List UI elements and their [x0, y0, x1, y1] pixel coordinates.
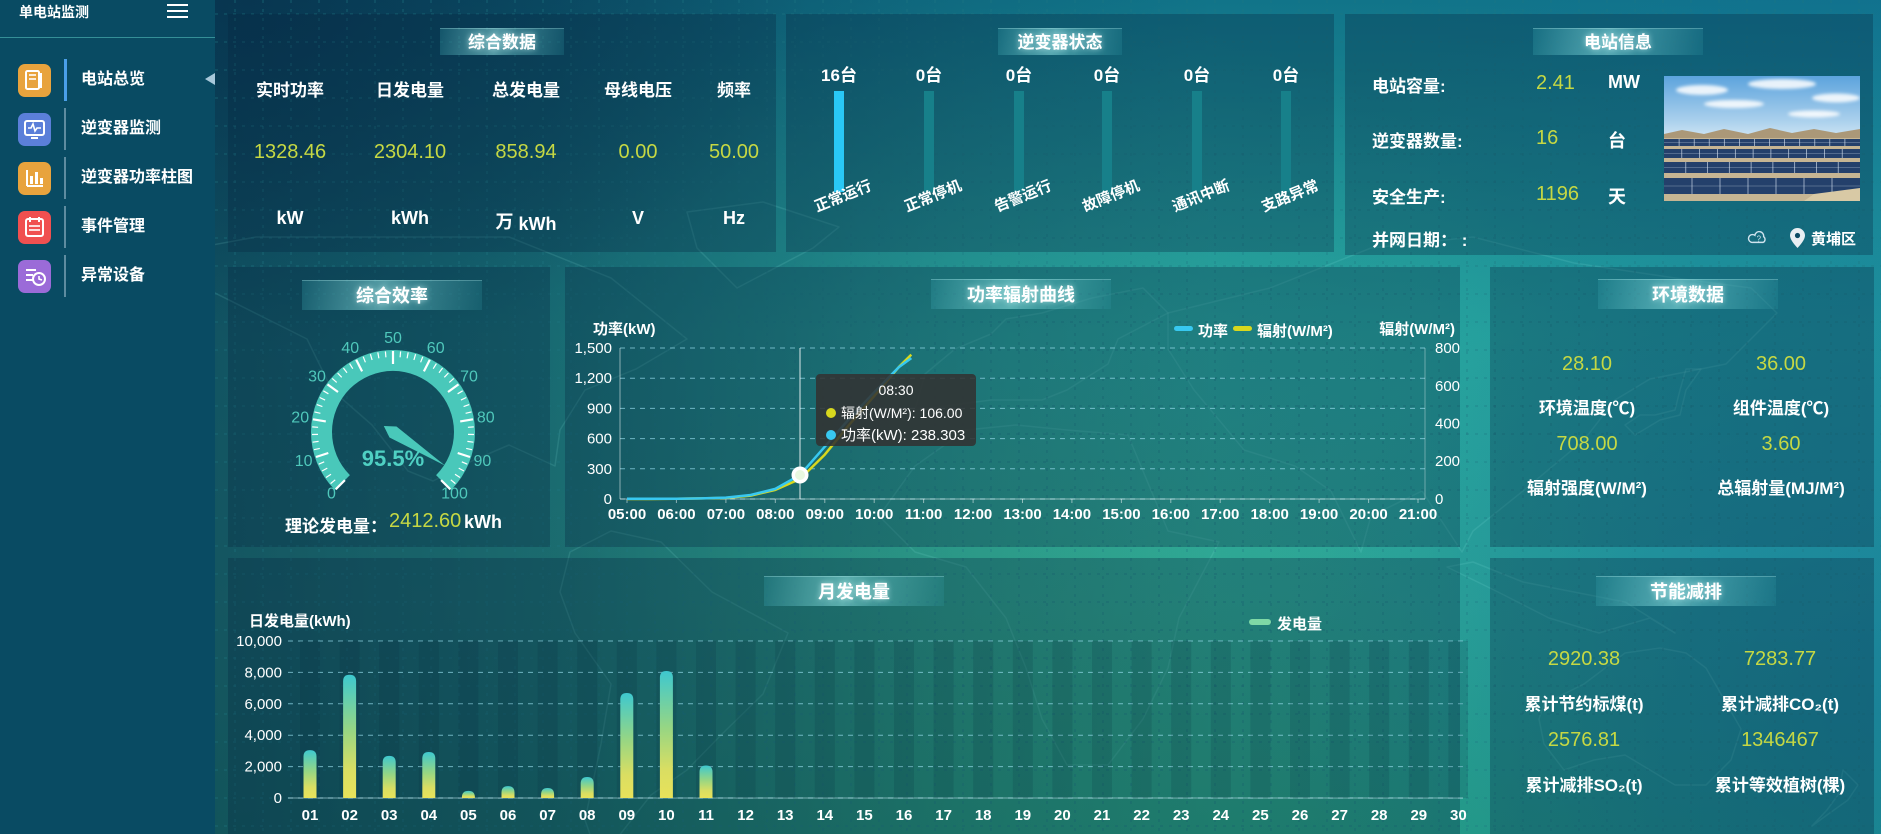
- svg-text:17: 17: [935, 807, 952, 824]
- svg-text:26: 26: [1292, 807, 1309, 824]
- svg-text:08:00: 08:00: [756, 506, 794, 523]
- svg-text:功率(kW): 238.303: 功率(kW): 238.303: [841, 427, 965, 444]
- svg-text:14: 14: [816, 807, 833, 824]
- svg-text:功率: 功率: [1198, 322, 1228, 340]
- svg-text:12:00: 12:00: [954, 506, 992, 523]
- svg-text:12: 12: [737, 807, 754, 824]
- svg-text:70: 70: [460, 369, 478, 386]
- svg-text:06: 06: [500, 807, 517, 824]
- svg-text:04: 04: [420, 807, 437, 824]
- svg-text:400: 400: [1435, 416, 1460, 433]
- svg-text:18:00: 18:00: [1251, 506, 1289, 523]
- svg-text:功率(kW): 功率(kW): [593, 320, 656, 338]
- svg-text:30: 30: [308, 369, 326, 386]
- svg-text:40: 40: [341, 340, 359, 357]
- svg-text:23: 23: [1173, 807, 1190, 824]
- svg-text:0: 0: [327, 486, 336, 503]
- svg-text:日发电量(kWh): 日发电量(kWh): [249, 612, 351, 630]
- svg-text:01: 01: [302, 807, 319, 824]
- svg-text:24: 24: [1212, 807, 1229, 824]
- svg-text:300: 300: [587, 461, 612, 478]
- svg-text:16:00: 16:00: [1152, 506, 1190, 523]
- svg-text:18: 18: [975, 807, 992, 824]
- svg-text:21:00: 21:00: [1399, 506, 1437, 523]
- svg-text:19: 19: [1014, 807, 1031, 824]
- svg-text:06:00: 06:00: [657, 506, 695, 523]
- svg-text:100: 100: [441, 486, 468, 503]
- svg-text:6,000: 6,000: [244, 696, 282, 713]
- svg-text:20:00: 20:00: [1349, 506, 1387, 523]
- svg-text:28: 28: [1371, 807, 1388, 824]
- svg-text:60: 60: [427, 340, 445, 357]
- svg-text:21: 21: [1094, 807, 1111, 824]
- svg-text:27: 27: [1331, 807, 1348, 824]
- svg-text:08: 08: [579, 807, 596, 824]
- svg-text:07: 07: [539, 807, 556, 824]
- svg-text:05: 05: [460, 807, 477, 824]
- svg-text:20: 20: [1054, 807, 1071, 824]
- svg-text:09:00: 09:00: [806, 506, 844, 523]
- svg-text:50: 50: [384, 330, 402, 347]
- svg-text:10:00: 10:00: [855, 506, 893, 523]
- svg-text:11: 11: [698, 807, 714, 824]
- svg-text:1,200: 1,200: [574, 370, 612, 387]
- svg-text:8,000: 8,000: [244, 664, 282, 681]
- svg-text:发电量: 发电量: [1277, 615, 1322, 633]
- svg-text:08:30: 08:30: [878, 382, 913, 398]
- svg-text:17:00: 17:00: [1201, 506, 1239, 523]
- svg-text:25: 25: [1252, 807, 1269, 824]
- svg-text:600: 600: [587, 431, 612, 448]
- svg-text:02: 02: [341, 807, 358, 824]
- svg-text:4,000: 4,000: [244, 727, 282, 744]
- svg-text:09: 09: [618, 807, 635, 824]
- svg-text:14:00: 14:00: [1053, 506, 1091, 523]
- svg-text:15: 15: [856, 807, 873, 824]
- svg-text:10: 10: [295, 453, 313, 470]
- svg-text:600: 600: [1435, 378, 1460, 395]
- svg-text:1,500: 1,500: [574, 340, 612, 357]
- svg-text:0: 0: [604, 491, 612, 508]
- svg-text:2,000: 2,000: [244, 759, 282, 776]
- svg-text:15:00: 15:00: [1102, 506, 1140, 523]
- svg-text:05:00: 05:00: [608, 506, 646, 523]
- svg-text:0: 0: [274, 790, 282, 807]
- svg-text:900: 900: [587, 400, 612, 417]
- svg-text:19:00: 19:00: [1300, 506, 1338, 523]
- svg-text:0: 0: [1435, 491, 1443, 508]
- svg-text:20: 20: [291, 409, 309, 426]
- svg-text:辐射(W/M²): 辐射(W/M²): [1379, 320, 1455, 338]
- svg-text:95.5%: 95.5%: [362, 446, 424, 471]
- svg-text:10,000: 10,000: [236, 633, 282, 650]
- svg-text:29: 29: [1410, 807, 1427, 824]
- svg-text:200: 200: [1435, 453, 1460, 470]
- svg-text:?: ?: [1757, 235, 1762, 244]
- svg-text:13:00: 13:00: [1003, 506, 1041, 523]
- svg-text:11:00: 11:00: [905, 506, 943, 523]
- svg-text:10: 10: [658, 807, 675, 824]
- svg-text:30: 30: [1450, 807, 1467, 824]
- svg-text:80: 80: [477, 409, 495, 426]
- svg-text:90: 90: [474, 453, 492, 470]
- svg-text:800: 800: [1435, 340, 1460, 357]
- svg-text:13: 13: [777, 807, 794, 824]
- svg-text:07:00: 07:00: [707, 506, 745, 523]
- svg-text:03: 03: [381, 807, 398, 824]
- svg-text:辐射(W/M²): 辐射(W/M²): [1257, 322, 1333, 340]
- svg-text:辐射(W/M²): 106.00: 辐射(W/M²): 106.00: [841, 405, 963, 421]
- svg-text:22: 22: [1133, 807, 1150, 824]
- svg-text:16: 16: [896, 807, 913, 824]
